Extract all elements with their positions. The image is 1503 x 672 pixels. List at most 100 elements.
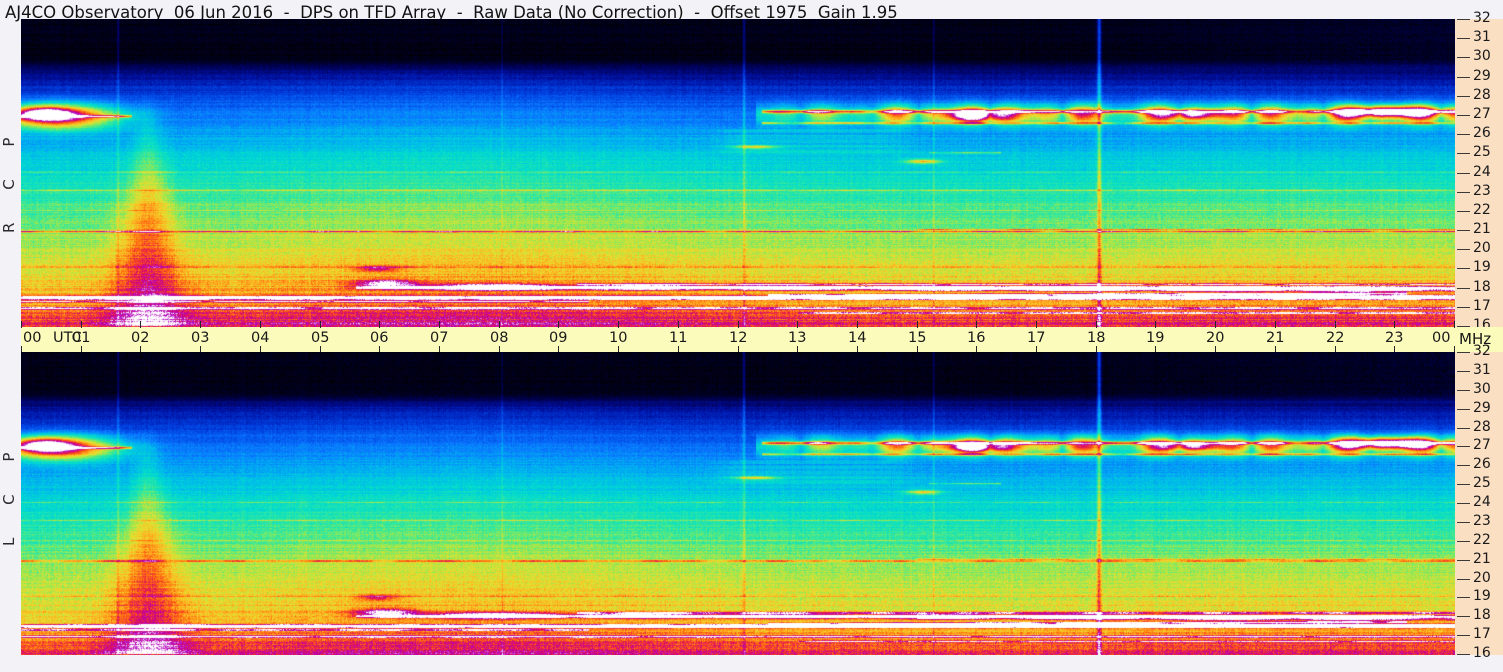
time-tick-mark-upper xyxy=(618,321,619,328)
time-tick-mark-lower xyxy=(1155,346,1156,353)
panel-label-lcp: L C P xyxy=(0,438,18,546)
frequency-tick-label: 28 xyxy=(1473,419,1491,435)
frequency-tick-label: 32 xyxy=(1473,343,1491,359)
frequency-tick-label: 18 xyxy=(1473,607,1491,623)
frequency-tick-mark xyxy=(1457,192,1470,193)
time-tick-mark-lower xyxy=(1454,346,1455,353)
time-tick-mark-upper xyxy=(1155,321,1156,328)
frequency-tick-mark xyxy=(1457,484,1470,485)
time-tick-mark-upper xyxy=(140,321,141,328)
time-tick-mark-lower xyxy=(1335,346,1336,353)
frequency-tick-mark xyxy=(1457,579,1470,580)
frequency-tick-label: 17 xyxy=(1473,298,1491,314)
frequency-tick-label: 25 xyxy=(1473,475,1491,491)
frequency-tick-label: 29 xyxy=(1473,400,1491,416)
time-tick-mark-lower xyxy=(439,346,440,353)
time-tick-mark-upper xyxy=(797,321,798,328)
time-tick-mark-lower xyxy=(1215,346,1216,353)
frequency-tick-mark xyxy=(1457,654,1470,655)
frequency-tick-mark xyxy=(1457,326,1470,327)
frequency-tick-mark xyxy=(1457,288,1470,289)
frequency-tick-mark xyxy=(1457,371,1470,372)
time-tick-label: 01 xyxy=(72,330,91,346)
time-tick-label: 22 xyxy=(1326,330,1345,346)
frequency-tick-label: 19 xyxy=(1473,588,1491,604)
time-tick-label: 23 xyxy=(1385,330,1404,346)
time-tick-mark-upper xyxy=(976,321,977,328)
time-tick-label: 00 xyxy=(23,330,42,346)
time-tick-label: 05 xyxy=(311,330,330,346)
frequency-tick-label: 17 xyxy=(1473,626,1491,642)
frequency-tick-label: 23 xyxy=(1473,513,1491,529)
frequency-tick-label: 27 xyxy=(1473,106,1491,122)
time-tick-mark-upper xyxy=(499,321,500,328)
time-tick-mark-lower xyxy=(857,346,858,353)
time-tick-label: 06 xyxy=(370,330,389,346)
time-tick-label: 09 xyxy=(549,330,568,346)
frequency-tick-mark xyxy=(1457,409,1470,410)
frequency-tick-label: 24 xyxy=(1473,494,1491,510)
frequency-tick-label: 18 xyxy=(1473,279,1491,295)
time-tick-mark-lower xyxy=(260,346,261,353)
time-tick-label: 12 xyxy=(729,330,748,346)
time-tick-mark-upper xyxy=(200,321,201,328)
frequency-tick-label: 20 xyxy=(1473,570,1491,586)
time-tick-mark-lower xyxy=(558,346,559,353)
time-tick-mark-lower xyxy=(1096,346,1097,353)
frequency-tick-label: 29 xyxy=(1473,68,1491,84)
frequency-tick-label: 22 xyxy=(1473,532,1491,548)
frequency-tick-mark xyxy=(1457,19,1470,20)
time-tick-mark-upper xyxy=(678,321,679,328)
time-tick-mark-upper xyxy=(1215,321,1216,328)
frequency-tick-label: 21 xyxy=(1473,551,1491,567)
frequency-tick-mark xyxy=(1457,38,1470,39)
frequency-tick-label: 27 xyxy=(1473,437,1491,453)
frequency-tick-mark xyxy=(1457,352,1470,353)
time-tick-mark-lower xyxy=(917,346,918,353)
frequency-tick-mark xyxy=(1457,249,1470,250)
time-tick-mark-lower xyxy=(678,346,679,353)
frequency-tick-label: 26 xyxy=(1473,456,1491,472)
time-tick-label: 03 xyxy=(191,330,210,346)
frequency-axis-rcp: 32 31 30 29 28 27 26 25 24 23 22 21 20 19 18 17 16 xyxy=(1455,10,1503,352)
frequency-tick-mark xyxy=(1457,560,1470,561)
time-tick-label: 04 xyxy=(251,330,270,346)
time-tick-mark-upper xyxy=(1096,321,1097,328)
time-tick-mark-upper xyxy=(379,321,380,328)
time-tick-label: 10 xyxy=(609,330,628,346)
frequency-tick-mark xyxy=(1457,77,1470,78)
time-tick-mark-lower xyxy=(1275,346,1276,353)
time-axis: 00 01 02 03 04 05 06 07 08 09 10 11 12 13 14 15 16 17 18 19… xyxy=(21,321,1455,353)
frequency-tick-mark xyxy=(1457,134,1470,135)
time-tick-label: 20 xyxy=(1206,330,1225,346)
frequency-tick-label: 30 xyxy=(1473,48,1491,64)
time-tick-mark-lower xyxy=(1036,346,1037,353)
time-tick-label: 11 xyxy=(669,330,688,346)
time-tick-mark-upper xyxy=(1036,321,1037,328)
frequency-tick-label: 31 xyxy=(1473,29,1491,45)
frequency-tick-mark xyxy=(1457,57,1470,58)
time-tick-mark-upper xyxy=(1335,321,1336,328)
frequency-tick-mark xyxy=(1457,616,1470,617)
time-tick-mark-lower xyxy=(21,346,22,353)
time-tick-mark-upper xyxy=(320,321,321,328)
frequency-tick-label: 21 xyxy=(1473,221,1491,237)
time-tick-mark-lower xyxy=(140,346,141,353)
frequency-tick-mark xyxy=(1457,96,1470,97)
axis-corner: MHz xyxy=(1455,327,1503,352)
time-tick-mark-lower xyxy=(618,346,619,353)
time-tick-label: 16 xyxy=(967,330,986,346)
time-tick-mark-upper xyxy=(81,321,82,328)
spectrogram-panel-lcp xyxy=(21,352,1455,655)
frequency-tick-label: 32 xyxy=(1473,10,1491,26)
time-tick-label: 08 xyxy=(490,330,509,346)
frequency-tick-label: 25 xyxy=(1473,144,1491,160)
time-tick-mark-upper xyxy=(1394,321,1395,328)
time-tick-mark-lower xyxy=(320,346,321,353)
frequency-axis-lcp: 32 31 30 29 28 27 26 25 24 23 22 21 20 19 18 17 16 xyxy=(1455,343,1503,661)
time-tick-mark-lower xyxy=(976,346,977,353)
time-tick-mark-upper xyxy=(917,321,918,328)
time-tick-mark-lower xyxy=(499,346,500,353)
panel-label-rcp: R C P xyxy=(0,123,18,233)
